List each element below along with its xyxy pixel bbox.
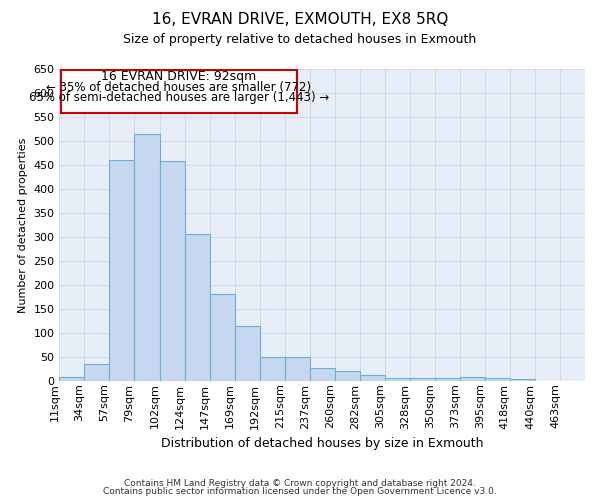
Bar [485,378,510,381]
Text: ← 35% of detached houses are smaller (772): ← 35% of detached houses are smaller (77… [46,80,311,94]
Bar [160,161,185,381]
Text: Size of property relative to detached houses in Exmouth: Size of property relative to detached ho… [124,32,476,46]
Text: Contains public sector information licensed under the Open Government Licence v3: Contains public sector information licen… [103,487,497,496]
Bar [235,326,260,381]
Text: 16, EVRAN DRIVE, EXMOUTH, EX8 5RQ: 16, EVRAN DRIVE, EXMOUTH, EX8 5RQ [152,12,448,28]
Bar [209,294,235,381]
Bar [385,378,410,381]
Bar [134,134,160,381]
Text: 16 EVRAN DRIVE: 92sqm: 16 EVRAN DRIVE: 92sqm [101,70,257,82]
Bar [435,378,460,381]
Bar [85,364,109,381]
Text: Contains HM Land Registry data © Crown copyright and database right 2024.: Contains HM Land Registry data © Crown c… [124,478,476,488]
Bar [260,357,284,381]
Bar [61,70,297,113]
Bar [59,378,85,381]
Bar [360,375,385,381]
Bar [310,368,335,381]
Bar [335,371,360,381]
Text: 65% of semi-detached houses are larger (1,443) →: 65% of semi-detached houses are larger (… [29,92,329,104]
Bar [109,160,134,381]
Bar [185,234,209,381]
Bar [410,378,435,381]
Bar [510,380,535,381]
X-axis label: Distribution of detached houses by size in Exmouth: Distribution of detached houses by size … [161,437,484,450]
Y-axis label: Number of detached properties: Number of detached properties [18,137,28,312]
Bar [284,357,310,381]
Bar [460,378,485,381]
